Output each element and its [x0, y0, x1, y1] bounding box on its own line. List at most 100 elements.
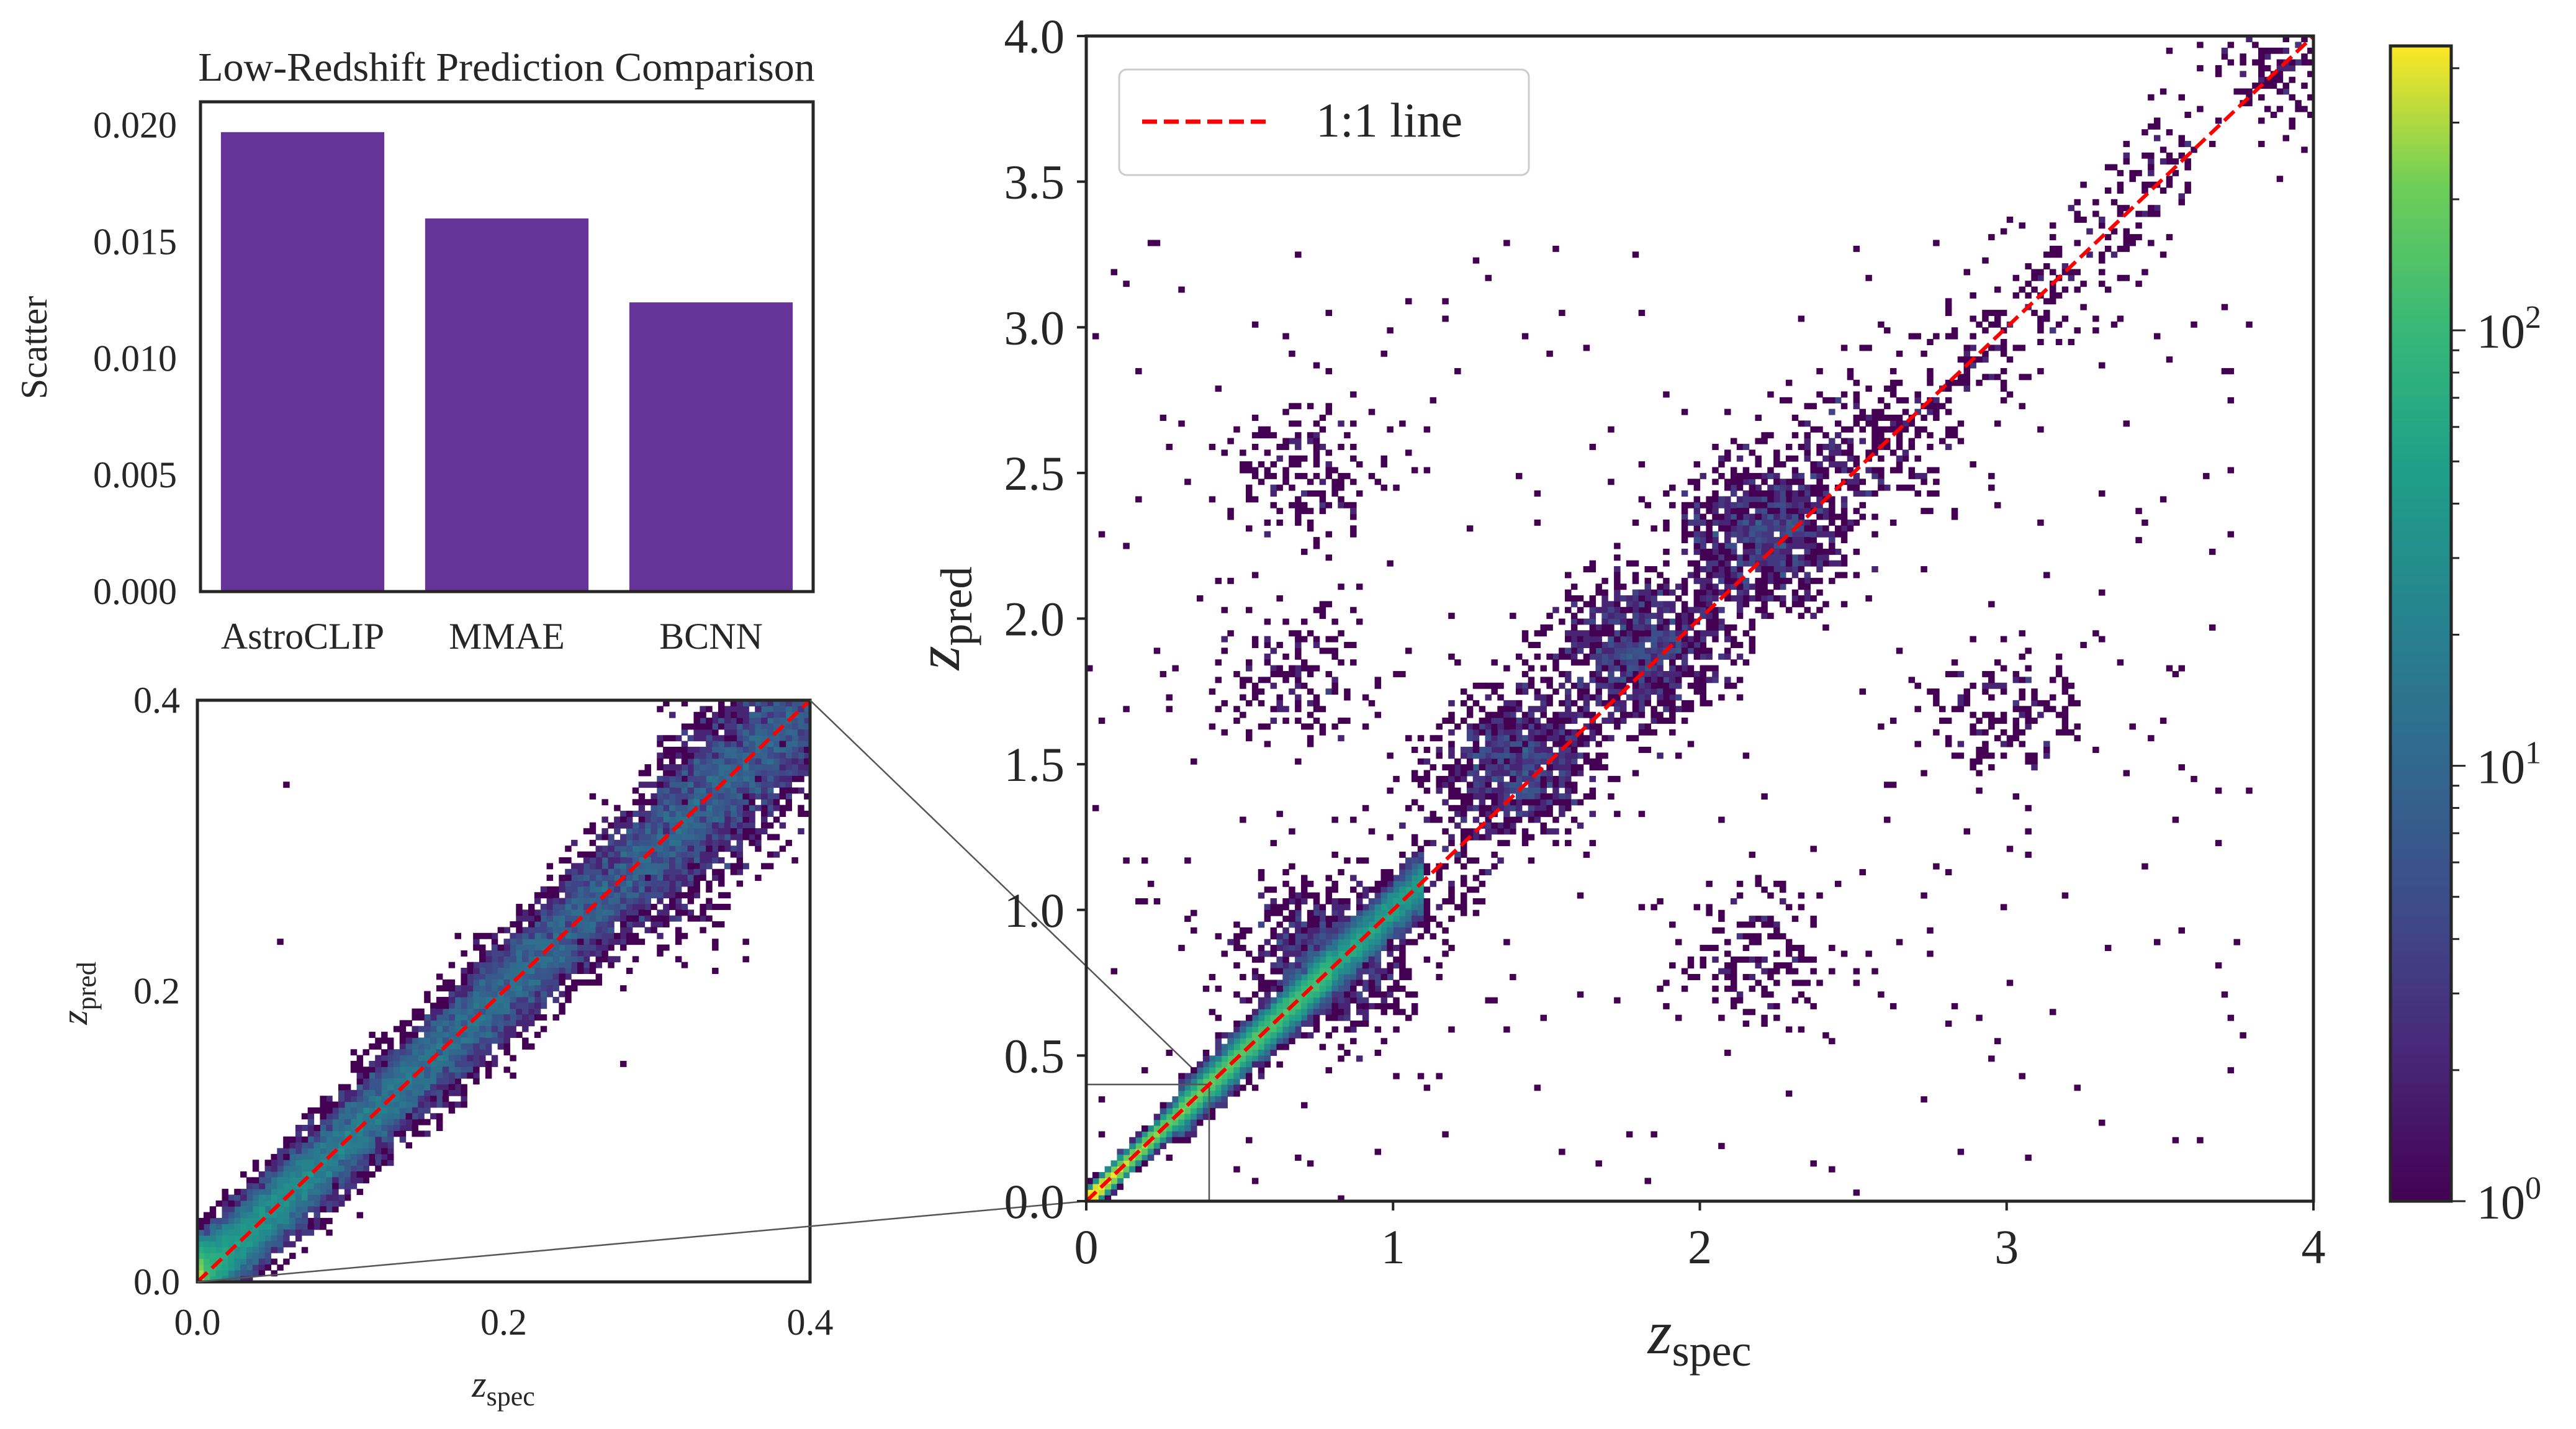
hist-cell [534, 921, 541, 928]
hist-cell [1344, 904, 1351, 911]
hist-cell [283, 1165, 290, 1172]
hist-cell [510, 973, 516, 980]
hist-cell [1822, 490, 1829, 497]
hist-cell [1344, 694, 1351, 701]
hist-cell [197, 1270, 204, 1277]
hist-cell [1565, 589, 1572, 596]
hist-cell [1540, 799, 1547, 806]
hist-cell [418, 1049, 425, 1056]
hist-cell [246, 1246, 253, 1253]
hist-cell [1215, 706, 1222, 713]
hist-cell [1638, 746, 1646, 753]
hist-cell [1644, 630, 1652, 637]
hist-cell [1570, 770, 1578, 777]
hist-cell [583, 956, 590, 963]
hist-cell [1454, 793, 1461, 800]
hist-cell [1300, 682, 1308, 689]
hist-cell [601, 932, 608, 939]
hist-cell [1295, 904, 1302, 911]
hist-cell [1374, 933, 1382, 940]
hist-cell [503, 962, 510, 968]
hist-cell [1221, 636, 1228, 642]
hist-cell [1840, 391, 1848, 398]
hist-cell [1663, 706, 1670, 713]
main-cells [1086, 36, 2314, 1202]
hist-cell [1510, 822, 1516, 829]
hist-cell [375, 1130, 382, 1137]
hist-cell [755, 845, 762, 852]
hist-cell [804, 746, 811, 753]
hist-cell [1687, 502, 1695, 508]
hist-cell [1325, 916, 1332, 922]
hist-cell [1570, 718, 1578, 724]
hist-cell [1669, 688, 1676, 695]
hist-cell [363, 1096, 369, 1102]
hist-cell [1601, 601, 1608, 608]
hist-cell [1331, 939, 1338, 945]
hist-cell [1221, 1078, 1228, 1085]
hist-cell [1454, 822, 1461, 829]
hist-cell [540, 973, 547, 980]
hist-cell [565, 915, 572, 922]
hist-cell [767, 741, 774, 747]
hist-cell [369, 1060, 376, 1067]
hist-cell [301, 1200, 308, 1207]
hist-cell [1700, 554, 1706, 561]
hist-cell [1276, 519, 1283, 526]
hist-cell [1540, 805, 1547, 811]
hist-cell [1104, 1166, 1112, 1173]
hist-cell [1540, 741, 1547, 747]
hist-cell [1246, 735, 1253, 742]
hist-cell [687, 816, 695, 823]
hist-cell [1816, 467, 1823, 474]
hist-cell [1356, 916, 1363, 922]
hist-cell [1730, 636, 1737, 642]
hist-cell [1982, 752, 1989, 759]
hist-cell [1608, 659, 1615, 666]
hist-cell [1816, 589, 1823, 596]
hist-cell [1191, 927, 1197, 934]
hist-cell [350, 1096, 358, 1102]
hist-cell [1380, 939, 1387, 945]
hist-cell [1552, 723, 1559, 730]
hist-cell [755, 752, 762, 759]
hist-cell [712, 735, 719, 742]
hist-cell [1945, 670, 1952, 677]
hist-cell [779, 711, 786, 718]
hist-cell [1331, 933, 1338, 940]
hist-cell [693, 758, 700, 765]
hist-cell [608, 868, 615, 875]
hist-cell [1884, 415, 1891, 421]
hist-cell [785, 729, 792, 736]
hist-cell [264, 1217, 272, 1224]
inset-axes-frame [196, 698, 812, 1284]
hist-cell [1393, 892, 1400, 899]
hist-cell [663, 764, 670, 771]
hist-cell [1565, 706, 1572, 713]
hist-cell [307, 1183, 315, 1189]
hist-cell [252, 1200, 259, 1207]
hist-cell [644, 811, 651, 817]
hist-cell [1233, 921, 1240, 928]
hist-cell [1712, 496, 1719, 503]
hist-cell [1356, 962, 1363, 969]
hist-cell [1730, 508, 1737, 515]
hist-cell [1319, 415, 1326, 421]
hist-cell [289, 1212, 296, 1219]
hist-cell [1454, 775, 1461, 782]
hist-cell [724, 764, 731, 771]
hist-cell [448, 1078, 456, 1085]
hist-cell [608, 898, 615, 904]
hist-cell [473, 1003, 480, 1009]
hist-cell [1129, 1137, 1136, 1143]
hist-cell [412, 1014, 418, 1021]
hist-cell [1951, 508, 1958, 515]
hist-cell [1730, 438, 1737, 444]
hist-cell [1411, 746, 1418, 753]
hist-cell [1276, 921, 1283, 928]
hist-cell [1565, 595, 1572, 602]
hist-cell [718, 868, 725, 875]
hist-cell [387, 1043, 394, 1050]
hist-cell [454, 991, 462, 998]
hist-cell [1822, 531, 1829, 538]
